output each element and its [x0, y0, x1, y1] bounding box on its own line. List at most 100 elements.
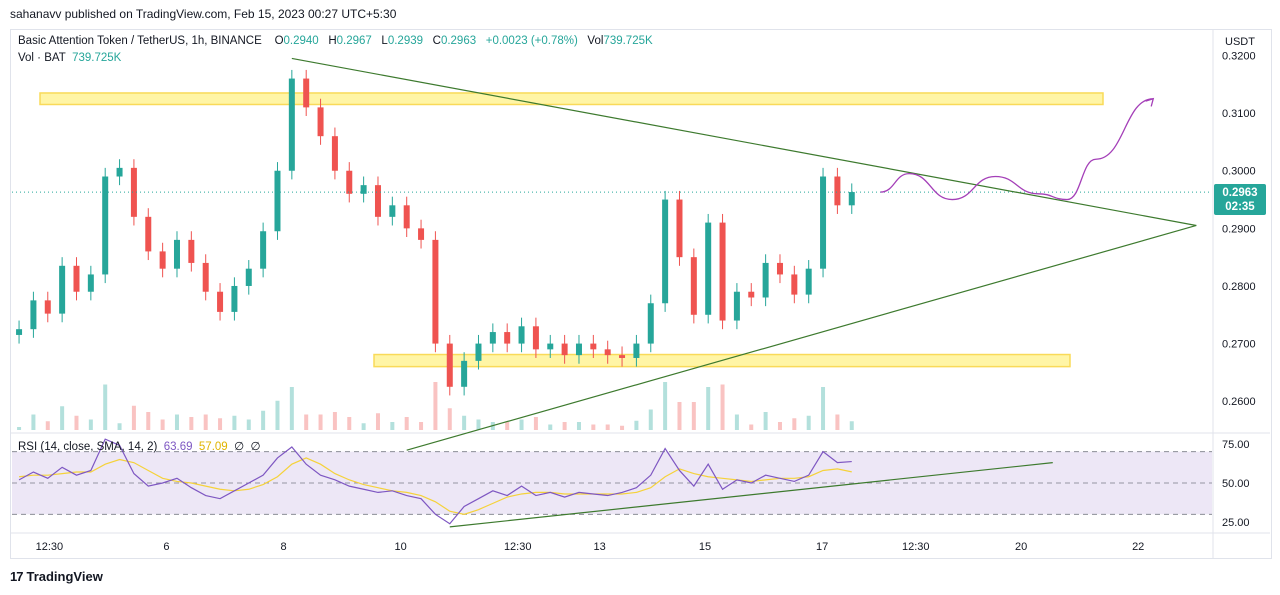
tradingview-footer[interactable]: 17 TradingView — [10, 569, 103, 584]
low-value: 0.2939 — [387, 35, 424, 47]
price-tick-label: 0.3200 — [1222, 51, 1256, 63]
rsi-sma-line — [18, 457, 852, 515]
volume-bar — [720, 384, 725, 430]
candle-body — [647, 303, 654, 344]
volume-bar — [734, 414, 739, 430]
volume-bar — [347, 417, 352, 430]
volume-bar — [304, 414, 309, 430]
rsi-tick-label: 75.00 — [1222, 439, 1250, 451]
trendline — [291, 57, 1197, 227]
volume-legend[interactable]: Vol · BAT 739.725K — [18, 52, 121, 64]
volume-bar — [677, 402, 682, 430]
volume-bar — [60, 406, 65, 430]
volume-bar — [605, 424, 610, 430]
candle-body — [619, 355, 626, 358]
volume-bar — [17, 427, 22, 430]
volume-bar — [419, 422, 424, 430]
price-tick-label: 0.3000 — [1222, 166, 1256, 178]
candle-body — [303, 78, 310, 108]
rsi-trendline — [449, 462, 1053, 528]
candle-body — [202, 262, 209, 292]
candle-body — [346, 170, 353, 194]
price-tick-label: 0.2600 — [1222, 396, 1256, 408]
currency-label: USDT — [1225, 36, 1255, 48]
symbol-title[interactable]: Basic Attention Token / TetherUS, 1h, BI… — [18, 35, 262, 47]
candle-body — [834, 176, 841, 206]
symbol-legend: Basic Attention Token / TetherUS, 1h, BI… — [18, 35, 653, 52]
price-tick-label: 0.2900 — [1222, 223, 1256, 235]
time-tick-label: 12:30 — [902, 541, 930, 553]
candle-body — [217, 291, 224, 312]
chart-frame[interactable] — [10, 29, 1272, 559]
candle-body — [432, 239, 439, 344]
volume-bar — [404, 417, 409, 430]
candle-body — [317, 107, 324, 137]
candle-body — [145, 216, 152, 252]
volume-bar — [634, 420, 639, 430]
volume-bar — [792, 418, 797, 430]
candle-body — [547, 343, 554, 350]
volume-bar — [519, 419, 524, 430]
volume-bar — [203, 414, 208, 430]
candle-body — [705, 222, 712, 315]
rsi-value: 63.69 — [163, 441, 193, 453]
low-label: L — [381, 35, 388, 47]
candle-body — [403, 205, 410, 229]
volume-bar — [548, 424, 553, 430]
volume-bar — [361, 423, 366, 430]
candle-body — [633, 343, 640, 358]
volume-bar — [576, 422, 581, 430]
rsi-legend[interactable]: RSI (14, close, SMA, 14, 2) 63.69 57.09 … — [18, 439, 261, 453]
volume-bar — [706, 387, 711, 430]
volume-legend-value: 739.725K — [72, 52, 122, 64]
high-label: H — [328, 35, 337, 47]
volume-bar — [433, 382, 438, 430]
volume-bar — [275, 400, 280, 430]
volume-bar — [117, 423, 122, 430]
candle-body — [719, 222, 726, 321]
candle-body — [805, 268, 812, 295]
candle-body — [389, 205, 396, 217]
candle-body — [73, 265, 80, 292]
bar-countdown: 02:35 — [1225, 201, 1255, 213]
time-tick-label: 13 — [594, 541, 606, 553]
candle-body — [30, 300, 37, 330]
volume-bar — [232, 415, 237, 430]
volume-bar — [74, 415, 79, 430]
price-tick-label: 0.2800 — [1222, 281, 1256, 293]
candle-body — [245, 268, 252, 286]
open-value: 0.2940 — [283, 35, 319, 47]
volume-bar — [146, 412, 151, 430]
candle-body — [44, 300, 51, 314]
volume-bar — [88, 419, 93, 430]
volume-bar — [189, 417, 194, 430]
volume-bar — [447, 408, 452, 430]
candle-body — [590, 343, 597, 350]
volume-bar — [45, 421, 50, 430]
volume-bar — [777, 422, 782, 430]
time-tick-label: 15 — [699, 541, 711, 553]
candle-body — [475, 343, 482, 361]
volume-bar — [849, 421, 854, 430]
candle-body — [173, 239, 180, 269]
candle-body — [116, 167, 123, 177]
candle-body — [461, 360, 468, 387]
time-tick-label: 6 — [163, 541, 169, 553]
volume-bar — [246, 419, 251, 430]
change-value: +0.0023 (+0.78%) — [485, 35, 578, 47]
candle-body — [848, 192, 855, 206]
candle-body — [102, 176, 109, 275]
candle-body — [489, 332, 496, 344]
volume-bar — [261, 410, 266, 430]
candle-body — [820, 176, 827, 269]
candle-body — [733, 291, 740, 321]
rsi-extra-1: ∅ — [234, 441, 245, 453]
volume-bar — [763, 412, 768, 430]
time-tick-label: 20 — [1015, 541, 1027, 553]
close-label: C — [432, 35, 441, 47]
candle-body — [791, 274, 798, 295]
rsi-legend-label: RSI (14, close, SMA, 14, 2) — [18, 441, 158, 453]
candle-body — [604, 349, 611, 356]
volume-bar — [663, 382, 668, 430]
